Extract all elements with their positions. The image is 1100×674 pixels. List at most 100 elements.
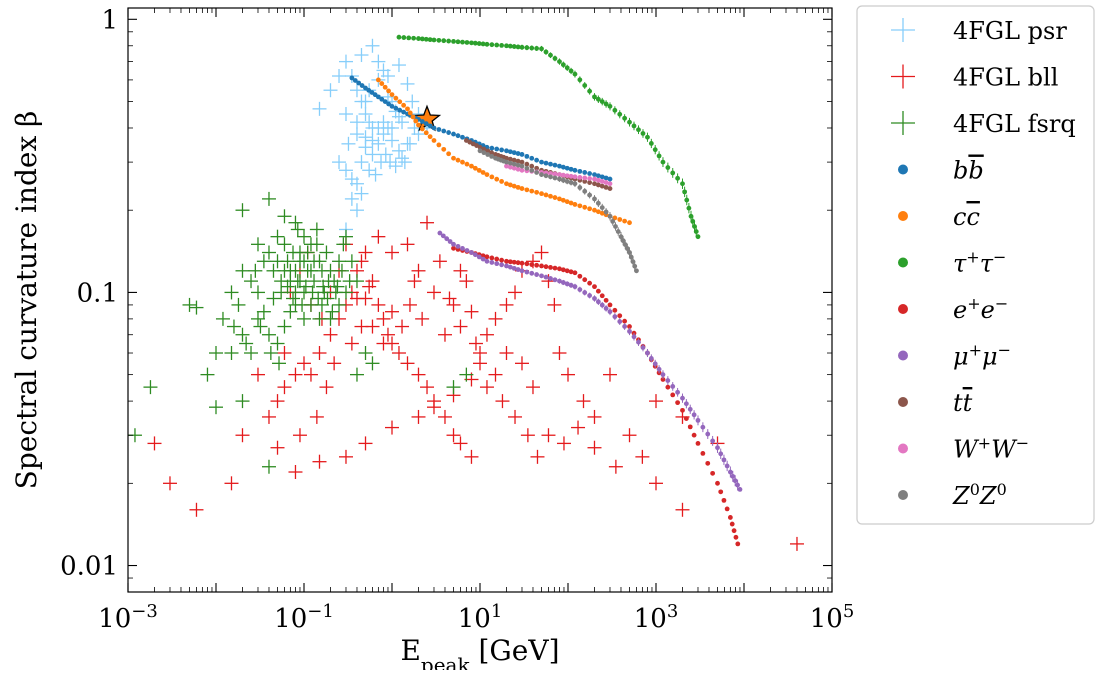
curve-point	[568, 166, 574, 172]
marks-layer	[127, 34, 804, 551]
legend-item-e-e: e+e−	[898, 294, 1008, 324]
y-axis-title: Spectral curvature index β	[10, 111, 43, 490]
curve-point	[460, 39, 465, 45]
curve-point	[519, 260, 525, 266]
curve-point	[519, 268, 525, 274]
curve-point	[507, 160, 513, 166]
curve-point	[543, 49, 549, 55]
curve-point	[519, 44, 525, 50]
curve-point	[489, 42, 495, 48]
curve-point	[539, 273, 544, 279]
curve-point	[631, 334, 637, 340]
curve-point	[587, 88, 593, 94]
curve-point	[446, 130, 452, 135]
curve-point	[489, 174, 495, 180]
curve-point	[469, 163, 474, 169]
curve-point	[524, 187, 530, 193]
curve-point	[494, 261, 500, 267]
curve-point	[705, 460, 711, 466]
curve-point	[480, 253, 486, 259]
curve-point	[504, 258, 509, 264]
curve-point	[507, 259, 513, 265]
curve-point	[652, 147, 658, 153]
curve-point	[640, 131, 646, 136]
curve-point	[539, 46, 544, 52]
curve-point	[705, 431, 711, 437]
curve-point	[504, 263, 509, 269]
legend-item-4fgl-bll: 4FGL bll	[891, 64, 1058, 92]
legend-item-tau-tau: τ+τ−	[898, 247, 1006, 278]
legend-marker	[898, 257, 908, 268]
curve-point	[587, 180, 593, 185]
curve-point	[687, 424, 693, 430]
curve-point	[416, 36, 421, 41]
curve-point	[582, 277, 588, 283]
curve-point	[675, 389, 681, 395]
curve-point	[607, 176, 613, 182]
curve-point	[539, 159, 544, 165]
curve-point	[613, 224, 618, 229]
curve-point	[524, 161, 530, 167]
curve-point	[419, 126, 425, 132]
legend-label: tt	[953, 389, 973, 417]
curve-point	[529, 270, 535, 276]
curve-point	[564, 179, 570, 184]
curve-point	[721, 457, 727, 463]
curve-point	[568, 173, 574, 179]
curve-point	[476, 167, 482, 173]
legend-marker	[898, 443, 908, 454]
curve-point	[494, 146, 500, 152]
curve-point	[592, 284, 597, 290]
curve-point	[592, 94, 597, 100]
curve-point	[548, 264, 553, 270]
curve-point	[455, 157, 461, 163]
curve-point	[660, 159, 666, 165]
curve-point	[582, 290, 588, 295]
curve-point	[735, 541, 741, 547]
curve-point	[577, 168, 583, 174]
legend-box	[856, 5, 1095, 525]
curve-point	[577, 174, 583, 180]
curve-point	[557, 176, 562, 182]
y-tick-label: 0.1	[77, 278, 118, 308]
x-tick-label: 10−1	[274, 601, 334, 635]
curve-point	[660, 377, 666, 382]
series-4fgl-fsrq	[127, 191, 474, 474]
curve-point	[375, 94, 381, 100]
curve-point	[636, 339, 641, 345]
legend-item-c-bar-c: cc	[898, 203, 980, 231]
curve-point	[607, 213, 613, 219]
legend-label: 4FGL bll	[953, 64, 1058, 92]
curve-point	[599, 205, 605, 210]
curve-point	[548, 52, 553, 58]
curve-point	[480, 41, 486, 47]
curve-point	[607, 309, 613, 315]
curve-point	[472, 40, 478, 46]
curve-point	[511, 165, 517, 171]
curve-point	[419, 36, 425, 42]
curve-point	[572, 167, 578, 173]
curve-point	[683, 416, 689, 422]
curve-point	[568, 282, 574, 288]
curve-point	[441, 38, 447, 44]
curve-point	[700, 424, 706, 430]
curve-point	[489, 150, 495, 156]
curve-point	[504, 181, 509, 187]
curve-point	[564, 173, 570, 179]
curve-point	[564, 268, 570, 274]
curve-point	[397, 99, 403, 105]
curve-point	[548, 174, 553, 180]
curve-point	[416, 122, 421, 128]
curve-point	[656, 153, 662, 159]
curve-point	[519, 159, 525, 165]
curve-point	[519, 163, 525, 169]
curve-point	[359, 83, 365, 88]
curve-point	[710, 438, 716, 444]
curve-point	[595, 299, 601, 305]
curve-point	[587, 206, 593, 212]
curve-point	[436, 142, 442, 148]
curve-point	[665, 165, 671, 170]
curve-point	[634, 268, 639, 274]
legend-item-z-0z-0: Z0Z0	[898, 480, 1007, 510]
